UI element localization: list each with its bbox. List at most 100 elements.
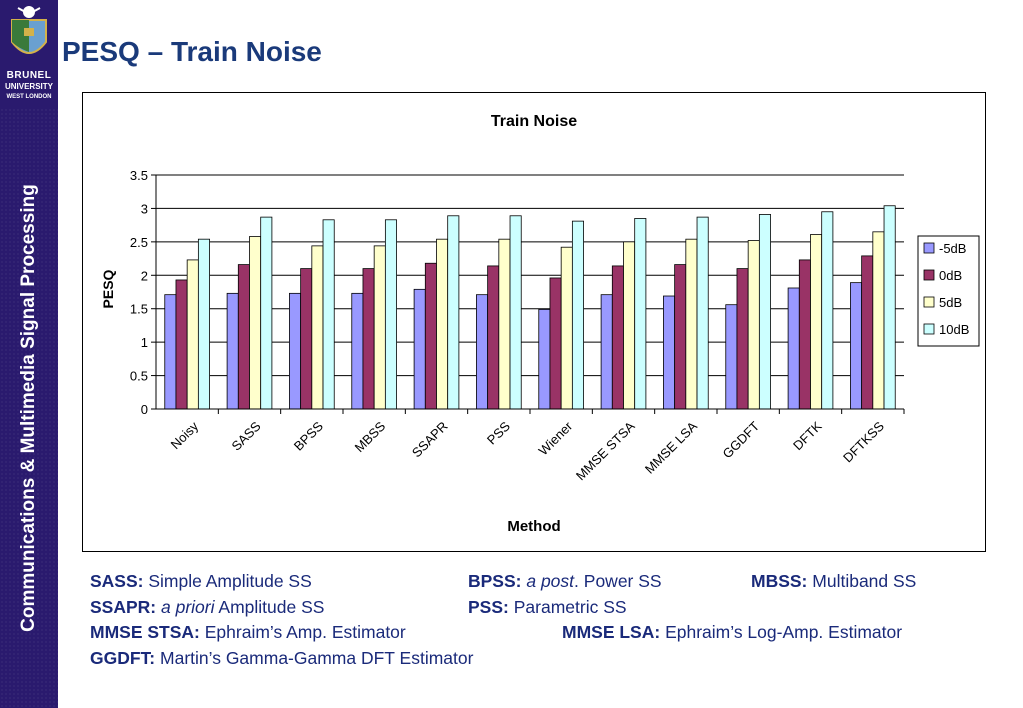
note-mmse-lsa-abbr: MMSE LSA:: [562, 622, 661, 642]
x-tick-label: GGDFT: [720, 418, 763, 461]
note-mmse-stsa-text: Ephraim’s Amp. Estimator: [204, 622, 406, 642]
x-tick-label: MMSE STSA: [573, 418, 638, 483]
note-bpss-text: . Power SS: [574, 571, 662, 591]
bar-chart: Train Noise 0 0.5 1 1.5 2 2.5 3 3.5 Noisy SASS BP…: [100, 113, 980, 535]
note-ssapr-abbr: SSAPR:: [90, 596, 157, 617]
bar: [413, 288, 426, 410]
y-tick-label: 1: [141, 335, 148, 350]
note-mmse-stsa: MMSE STSA: Ephraim’s Amp. Estimator: [90, 620, 406, 646]
logo-text-university: UNIVERSITY: [4, 82, 53, 91]
logo-text-brunel: BRUNEL: [6, 70, 52, 81]
bar: [725, 304, 738, 410]
bar: [197, 238, 210, 410]
note-ssapr-text: Amplitude SS: [218, 596, 325, 617]
legend: -5dB 0dB 5dB 10dB: [917, 235, 980, 347]
sidebar-vertical-title: Communications & Multimedia Signal Proce…: [18, 184, 39, 632]
bar: [362, 268, 375, 410]
bar: [538, 308, 551, 410]
bar: [850, 282, 863, 410]
note-sass-text: Simple Amplitude SS: [148, 571, 312, 591]
note-ssapr-italic: a priori: [161, 596, 215, 617]
note-ggdft-text: Martin’s Gamma-Gamma DFT Estimator: [160, 647, 474, 668]
note-sass: SASS: Simple Amplitude SS: [90, 569, 312, 595]
chart-frame: Train Noise 0 0.5 1 1.5 2 2.5 3 3.5 Noisy SASS BP…: [82, 92, 986, 552]
note-pss-text: Parametric SS: [513, 596, 627, 617]
note-mbss: MBSS: Multiband SS: [751, 569, 916, 595]
bar: [663, 295, 676, 410]
bar: [447, 215, 460, 410]
university-logo: BRUNEL UNIVERSITY WEST LONDON: [0, 0, 58, 108]
note-bpss: BPSS: a post. Power SS: [468, 569, 662, 595]
note-mbss-text: Multiband SS: [812, 571, 917, 591]
bar: [549, 277, 562, 410]
bar: [424, 262, 437, 410]
bar: [747, 240, 760, 410]
legend-swatch: [923, 242, 935, 254]
bar: [674, 264, 687, 410]
x-tick-label: SSAPR: [409, 419, 451, 461]
legend-label: 0dB: [939, 268, 962, 283]
y-tick-label: 2.5: [130, 235, 148, 250]
sidebar: BRUNEL UNIVERSITY WEST LONDON Communicat…: [0, 0, 58, 708]
bar: [498, 238, 511, 410]
note-ssapr: SSAPR: a priori Amplitude SS: [90, 595, 324, 621]
note-ggdft-abbr: GGDFT:: [90, 647, 156, 668]
bar: [600, 294, 613, 410]
x-tick-label: DFTKSS: [840, 418, 887, 465]
bar: [311, 245, 324, 410]
x-tick-label: DFTK: [790, 418, 825, 453]
x-tick-label: SASS: [228, 418, 263, 453]
bar: [872, 231, 885, 410]
legend-swatch: [923, 323, 935, 335]
legend-swatch: [923, 269, 935, 281]
note-mmse-lsa: MMSE LSA: Ephraim’s Log-Amp. Estimator: [562, 620, 902, 646]
bar: [736, 268, 749, 410]
note-mmse-lsa-text: Ephraim’s Log-Amp. Estimator: [665, 622, 903, 642]
bar: [861, 255, 874, 410]
y-tick-label: 3.5: [130, 168, 148, 183]
bar: [758, 214, 771, 410]
bar: [696, 216, 709, 410]
bar: [685, 238, 698, 410]
bar: [571, 220, 584, 410]
bar: [810, 234, 823, 410]
bar: [436, 238, 449, 410]
note-ggdft: GGDFT: Martin’s Gamma-Gamma DFT Estimato…: [90, 646, 473, 672]
bar: [883, 205, 896, 410]
x-tick-label: MBSS: [352, 418, 389, 455]
gridlines: [156, 174, 904, 377]
bar: [560, 246, 573, 410]
x-tick-label: Wiener: [536, 418, 576, 458]
logo-text-west-london: WEST LONDON: [6, 94, 52, 100]
chart-title: Train Noise: [491, 113, 577, 130]
y-tick-label: 1.5: [130, 302, 148, 317]
bar: [249, 236, 262, 410]
bar: [611, 265, 624, 410]
y-tick-label: 0.5: [130, 369, 148, 384]
bar: [623, 241, 636, 410]
bar: [509, 215, 522, 410]
note-pss-abbr: PSS:: [468, 596, 509, 617]
axes: [151, 174, 905, 414]
legend-label: 5dB: [939, 295, 962, 310]
bar: [384, 219, 397, 410]
note-mmse-stsa-abbr: MMSE STSA:: [90, 622, 200, 642]
bar: [821, 211, 834, 410]
bar: [798, 259, 811, 410]
bar: [322, 219, 335, 410]
bar: [476, 294, 489, 410]
bar: [186, 259, 199, 410]
bar: [289, 292, 302, 410]
x-axis-label: Method: [507, 518, 560, 535]
legend-swatch: [923, 296, 935, 308]
bar: [300, 268, 313, 410]
x-tick-label: BPSS: [291, 418, 326, 453]
bar: [351, 292, 364, 410]
bar: [634, 218, 647, 410]
bar: [260, 216, 273, 410]
note-mbss-abbr: MBSS:: [751, 571, 808, 591]
bar: [175, 279, 188, 410]
bar: [373, 245, 386, 410]
note-sass-abbr: SASS:: [90, 571, 144, 591]
